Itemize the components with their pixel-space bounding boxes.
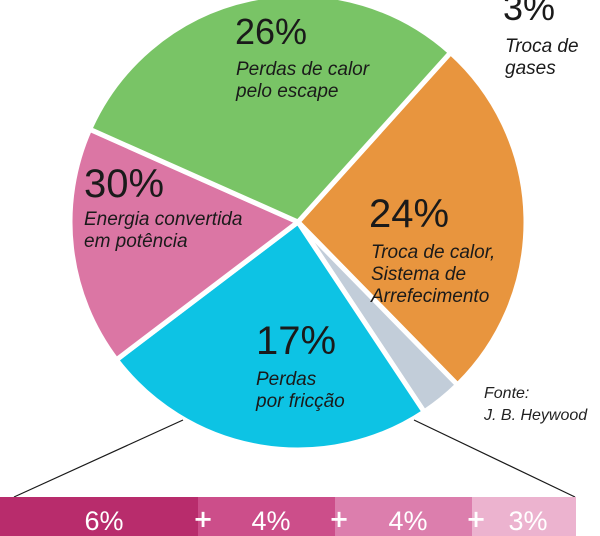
pie-slice-cooling: [113, 219, 427, 453]
slice-desc-cooling-line-3: Arrefecimento: [370, 286, 489, 307]
pie-slice-power: [87, 0, 454, 225]
breakdown-label-1: 6%: [84, 506, 123, 536]
slice-value-cooling: 24%: [369, 192, 449, 236]
slice-value-power: 30%: [84, 162, 164, 206]
breakdown-segment-4: [472, 497, 576, 536]
slice-desc-gas-exchange-line-2: gases: [505, 58, 556, 79]
pie-slices: [67, 0, 529, 453]
slice-desc-friction-line-1: Perdas: [256, 369, 317, 390]
breakdown-label-3: 4%: [388, 506, 427, 536]
breakdown-segment-3: [335, 497, 472, 536]
breakdown-label-2: 4%: [251, 506, 290, 536]
breakdown-bar: 6% 4% 4% 3% + + +: [0, 497, 576, 536]
pie-slice-friction: [67, 126, 301, 363]
slice-desc-friction-line-2: por fricção: [255, 391, 345, 412]
slice-desc-gas-exchange-line-1: Troca de: [505, 36, 579, 57]
breakdown-label-4: 3%: [508, 506, 547, 536]
slice-desc-cooling-line-2: Sistema de: [371, 264, 466, 285]
breakdown-connector-lines: [13, 419, 576, 498]
slice-desc-cooling-line-1: Troca de calor,: [371, 242, 495, 263]
slice-desc-exhaust-line-2: pelo escape: [235, 81, 338, 102]
breakdown-segment-2: [198, 497, 335, 536]
slice-desc-exhaust-line-1: Perdas de calor: [236, 59, 370, 80]
slice-value-friction: 17%: [256, 319, 336, 363]
source-author: J. B. Heywood: [483, 407, 588, 424]
connector-line-left: [13, 419, 184, 498]
source-label: Fonte:: [484, 385, 529, 402]
pie-slice-exhaust: [295, 50, 529, 388]
slice-desc-power-line-1: Energia convertida: [84, 209, 242, 230]
breakdown-segment-1: [0, 497, 198, 536]
slice-value-exhaust: 26%: [235, 11, 307, 52]
breakdown-plus-3: +: [466, 505, 486, 533]
connector-line-right: [413, 419, 576, 498]
breakdown-plus-2: +: [329, 505, 349, 533]
slice-desc-power-line-2: em potência: [84, 231, 188, 252]
source-note: Fonte: J. B. Heywood: [483, 385, 588, 424]
breakdown-plus-1: +: [193, 505, 213, 533]
slice-value-gas-exchange: 3%: [503, 0, 555, 28]
